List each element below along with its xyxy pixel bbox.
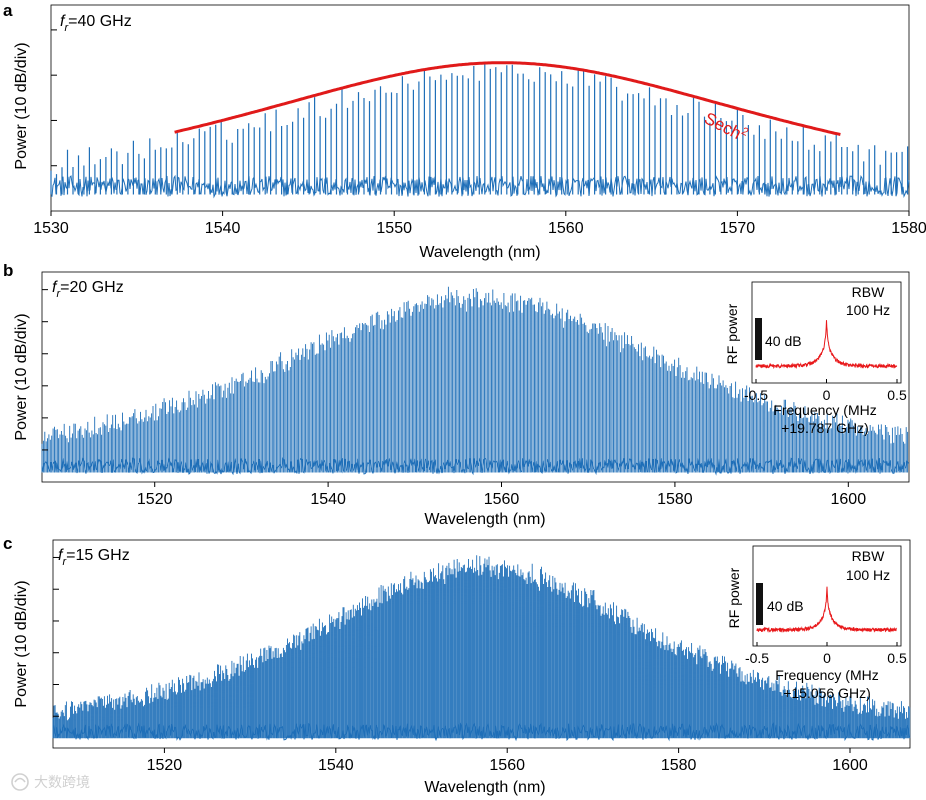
rep-rate-value-b: =20 GHz — [60, 279, 124, 296]
spectrum-a — [50, 63, 910, 199]
y-axis-label-a: Power (10 dB/div) — [13, 42, 30, 169]
x-axis-label-b: Wavelength (nm) — [424, 511, 545, 528]
rf-spectrum-b — [755, 320, 898, 369]
inset-c: 40 dB RBW 100 Hz RF power -0.5 0 0.5 Frequ… — [726, 545, 907, 701]
rbw-value-b: 100 Hz — [846, 302, 890, 318]
plot-frame-c — [52, 539, 911, 749]
spectrum-c — [52, 555, 911, 742]
x-ticks-a: 1530 1540 1550 1560 1570 1580 — [33, 211, 926, 237]
x-ticks-b: 1520 1540 1560 1580 1600 — [137, 482, 866, 508]
scale-bar-c — [756, 583, 763, 625]
inset-xlabel-line1-b: Frequency (MHz — [773, 402, 876, 418]
inset-b: 40 dB RBW 100 Hz RF power -0.5 0 0.5 Frequ… — [724, 281, 907, 436]
scale-label-b: 40 dB — [765, 333, 802, 349]
x-tick-label-c: 1600 — [832, 757, 868, 774]
watermark-text: 大数跨境 — [34, 774, 90, 790]
comb-lines-b — [41, 286, 909, 473]
watermark-icon — [11, 773, 29, 791]
rf-trace-c — [756, 586, 897, 633]
x-tick-label-b: 1580 — [657, 491, 693, 508]
scale-label-c: 40 dB — [767, 598, 804, 614]
x-tick-label-b: 1540 — [310, 491, 346, 508]
x-tick-label-c: 1560 — [489, 757, 525, 774]
x-ticks-c: 1520 1540 1560 1580 1600 — [147, 748, 868, 774]
x-tick-label-c: 1540 — [318, 757, 354, 774]
scale-bar-b — [755, 318, 762, 360]
panel-label-b: b — [3, 261, 13, 280]
x-tick-label-b: 1520 — [137, 491, 173, 508]
rep-rate-label-a: fr=40 GHz — [60, 13, 132, 34]
y-axis-label-b: Power (10 dB/div) — [13, 313, 30, 440]
rep-rate-sub-b: r — [56, 288, 61, 300]
y-ticks-b — [42, 289, 48, 451]
watermark-icon-ring — [11, 773, 29, 791]
spectrum-b — [41, 286, 910, 476]
inset-x-tick-label-c: 0 — [823, 650, 831, 666]
inset-xlabel-line2-c: +15.056 GHz) — [783, 685, 871, 701]
y-ticks-c — [53, 556, 59, 717]
rep-rate-symbol-b: f — [52, 279, 58, 296]
rf-spectrum-c — [756, 586, 897, 633]
rep-rate-sub-c: r — [62, 556, 67, 568]
rep-rate-symbol-a: f — [60, 13, 66, 30]
rf-trace-b — [755, 320, 898, 369]
panel-label-c: c — [3, 534, 12, 553]
plot-area-c: 1520 1540 1560 1580 1600 fr=15 GHz — [52, 539, 911, 774]
watermark-logo: 大数跨境 — [11, 773, 90, 791]
x-tick-label-a: 1580 — [891, 220, 926, 237]
inset-x-tick-label-b: 0.5 — [887, 387, 907, 403]
panel-a: a Power (10 dB/div) 1530 1540 1550 1560 1570… — [3, 1, 926, 261]
x-tick-label-a: 1560 — [548, 220, 584, 237]
rep-rate-label-c: fr=15 GHz — [58, 547, 130, 568]
inset-x-ticks-c: -0.5 0 0.5 — [745, 642, 907, 666]
inset-xlabel-line1-c: Frequency (MHz — [775, 667, 878, 683]
inset-x-tick-label-b: 0 — [823, 387, 831, 403]
rep-rate-symbol-c: f — [58, 547, 64, 564]
sech2-fit-line — [174, 61, 841, 136]
rbw-label-c: RBW — [852, 548, 885, 564]
comb-lines-c — [52, 555, 911, 739]
x-tick-label-b: 1560 — [484, 491, 520, 508]
comb-lines-a — [50, 63, 909, 195]
rbw-label-b: RBW — [852, 284, 885, 300]
x-tick-label-c: 1580 — [661, 757, 697, 774]
panel-b: b Power (10 dB/div) 1520 1540 1560 1580 1600… — [3, 261, 910, 528]
watermark-icon-stroke — [14, 777, 26, 783]
x-axis-label-c: Wavelength (nm) — [424, 779, 545, 796]
x-tick-label-c: 1520 — [147, 757, 183, 774]
panel-c: c Power (10 dB/div) 1520 1540 1560 1580 1600… — [3, 534, 911, 796]
rep-rate-value-c: =15 GHz — [66, 547, 130, 564]
x-tick-label-a: 1540 — [205, 220, 241, 237]
fit-annotation-superscript: 2 — [739, 125, 750, 138]
x-tick-label-b: 1600 — [831, 491, 867, 508]
plot-area-a: 1530 1540 1550 1560 1570 1580 Sech2 fr=40 GHz — [33, 4, 926, 237]
inset-x-ticks-b: -0.5 0 0.5 — [744, 379, 907, 403]
noise-floor-a — [51, 174, 910, 199]
plot-frame-b — [41, 271, 910, 483]
rbw-value-c: 100 Hz — [846, 567, 890, 583]
inset-x-tick-label-b: -0.5 — [744, 387, 768, 403]
x-tick-label-a: 1530 — [33, 220, 69, 237]
inset-ylabel-b: RF power — [724, 303, 740, 364]
watermark: 大数跨境 — [8, 770, 128, 794]
inset-ylabel-c: RF power — [726, 567, 742, 628]
rep-rate-value-a: =40 GHz — [68, 13, 132, 30]
plot-frame-a — [50, 4, 910, 212]
inset-x-tick-label-c: 0.5 — [887, 650, 907, 666]
x-tick-label-a: 1570 — [720, 220, 756, 237]
x-axis-label-a: Wavelength (nm) — [419, 244, 540, 261]
rep-rate-sub-a: r — [64, 22, 69, 34]
rep-rate-label-b: fr=20 GHz — [52, 279, 124, 300]
inset-x-tick-label-c: -0.5 — [745, 650, 769, 666]
inset-xlabel-line2-b: +19.787 GHz) — [781, 420, 869, 436]
y-ticks-a — [51, 29, 57, 167]
plot-area-b: 1520 1540 1560 1580 1600 fr=20 GHz — [41, 271, 910, 508]
panel-label-a: a — [3, 1, 13, 20]
y-axis-label-c: Power (10 dB/div) — [13, 580, 30, 707]
x-tick-label-a: 1550 — [376, 220, 412, 237]
